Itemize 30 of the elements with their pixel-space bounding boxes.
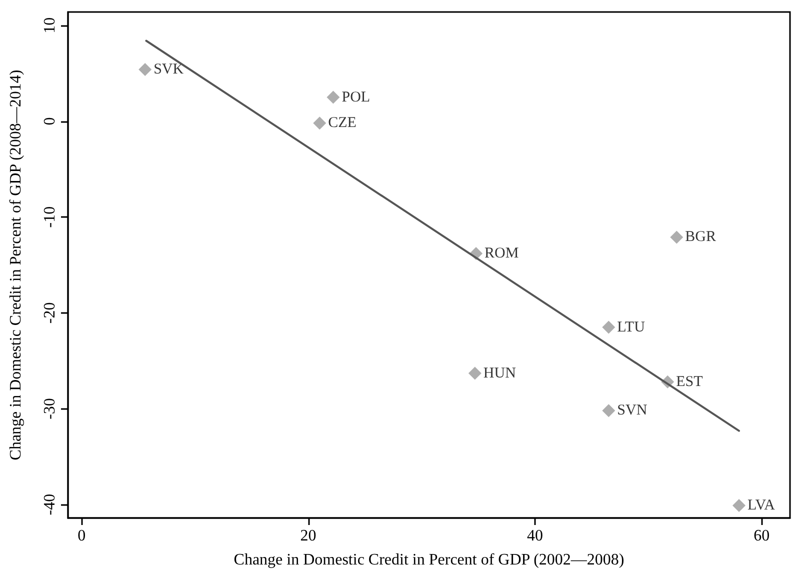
data-label: EST: [676, 374, 703, 390]
point: [732, 499, 746, 512]
x-axis-title: Change in Domestic Credit in Percent of GDP (2002—2008): [234, 552, 624, 568]
point: [138, 63, 152, 76]
point: [602, 404, 616, 418]
data-label: SVN: [617, 402, 648, 419]
y-tick-label: 10: [42, 17, 58, 34]
data-label: SVK: [154, 62, 184, 78]
y-tick-label: -30: [42, 398, 58, 420]
data-label: LTU: [617, 319, 646, 336]
y-tick-label: 0: [42, 117, 58, 126]
x-tick-label: 20: [300, 528, 316, 544]
data-label: ROM: [484, 246, 519, 262]
point: [670, 230, 684, 244]
x-tick-label: 0: [78, 528, 86, 544]
point: [313, 116, 326, 130]
point: [602, 320, 616, 334]
point: [468, 366, 482, 380]
data-label: BGR: [685, 229, 716, 246]
y-tick-label: -40: [42, 494, 58, 516]
data-label: POL: [342, 89, 370, 106]
x-tick-label: 40: [526, 528, 543, 544]
data-label: LVA: [747, 498, 776, 514]
y-tick-label: -20: [42, 302, 58, 324]
point: [326, 90, 340, 104]
x-tick-label: 60: [754, 528, 770, 544]
data-label: CZE: [328, 115, 356, 132]
y-tick-label: -10: [42, 206, 58, 228]
data-label: HUN: [483, 365, 516, 382]
y-axis-title: Change in Domestic Credit in Percent of GDP (2008—2014): [8, 70, 24, 460]
